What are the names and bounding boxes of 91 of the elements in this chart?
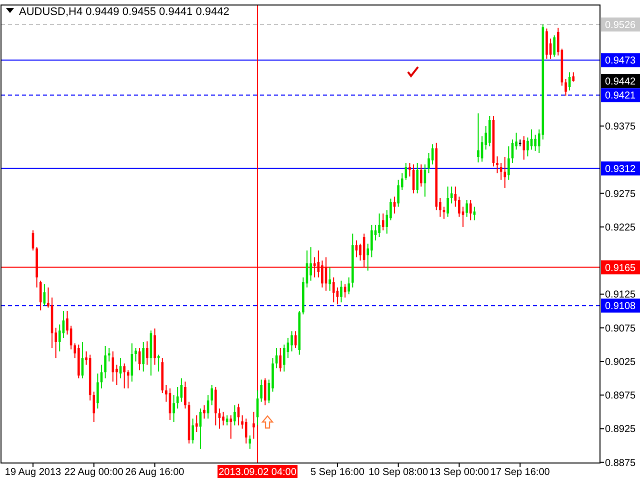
candlestick <box>382 212 384 231</box>
candlestick <box>104 345 106 379</box>
candlestick <box>237 403 240 426</box>
ref-line-label: 0.9108 <box>605 301 636 312</box>
candlestick <box>172 394 175 422</box>
candlestick <box>58 324 61 352</box>
candlestick <box>534 134 536 152</box>
candlestick <box>146 340 148 366</box>
y-tick-label: 0.9375 <box>605 122 636 133</box>
candlestick <box>134 347 137 362</box>
ref-line-label: 0.9165 <box>605 262 636 274</box>
candlestick <box>214 386 217 426</box>
candlestick <box>176 386 179 410</box>
chart-title: AUDUSD,H4 0.9449 0.9455 0.9441 0.9442 <box>19 6 230 18</box>
candlestick <box>473 206 476 221</box>
candlestick <box>252 411 255 440</box>
candlestick <box>504 156 506 188</box>
ref-line-label: 0.9421 <box>605 90 636 102</box>
candlestick <box>192 418 194 444</box>
candlestick <box>348 276 350 295</box>
y-tick-label: 0.8925 <box>605 424 636 436</box>
x-tick-label: 22 Aug 00:00 <box>64 467 124 478</box>
y-tick-label: 0.9275 <box>605 188 636 200</box>
candlestick <box>290 330 293 352</box>
x-tick-label: 26 Aug 16:00 <box>125 467 185 478</box>
candlestick <box>279 347 282 372</box>
x-tick-label: 2013.09.02 04:00 <box>218 467 297 478</box>
y-tick-label: 0.8975 <box>605 390 636 402</box>
candlestick <box>154 328 156 366</box>
x-tick-label: 13 Sep 00:00 <box>429 467 490 478</box>
candlestick <box>332 276 335 303</box>
candlestick <box>393 196 396 214</box>
candlestick <box>142 341 145 372</box>
candlestick <box>100 364 103 389</box>
candlestick <box>408 162 411 177</box>
candlestick <box>294 330 297 348</box>
candlestick <box>260 379 262 402</box>
candlestick <box>39 280 42 311</box>
candlestick <box>210 384 214 406</box>
y-tick-label: 0.8875 <box>605 458 636 469</box>
candlestick <box>458 196 460 218</box>
candlestick <box>226 414 228 426</box>
candlestick <box>230 414 232 440</box>
candlestick <box>184 381 186 410</box>
candlestick <box>526 136 529 157</box>
candlestick <box>126 370 130 389</box>
candlestick <box>522 136 526 160</box>
y-tick-label: 0.9225 <box>605 222 636 234</box>
candlestick <box>428 152 430 174</box>
candlestick <box>264 378 266 406</box>
candlestick <box>508 146 510 180</box>
candlestick <box>96 373 99 410</box>
candlestick <box>123 362 126 389</box>
ref-line-label: 0.9312 <box>605 164 636 175</box>
candlestick <box>477 112 480 163</box>
candlestick <box>310 246 312 282</box>
candlestick <box>553 34 556 58</box>
candlestick <box>488 115 491 147</box>
text: 0.9442 <box>605 76 636 88</box>
candlestick <box>466 200 468 218</box>
ref-line-label: 0.9473 <box>605 56 636 67</box>
candlestick <box>416 162 418 194</box>
candlestick <box>244 418 248 444</box>
x-tick-label: 5 Sep 16:00 <box>310 467 365 478</box>
candlestick <box>378 212 380 238</box>
candlestick <box>564 78 567 96</box>
candlestick <box>397 179 400 208</box>
candlestick <box>469 200 472 221</box>
x-tick-label: 17 Sep 16:00 <box>490 467 550 478</box>
candlestick <box>218 408 221 430</box>
candlestick <box>446 186 449 218</box>
candlestick <box>572 72 575 82</box>
x-tick-label: 19 Aug 2013 <box>4 467 62 478</box>
y-tick-label: 0.9025 <box>605 356 636 368</box>
y-tick-label: 0.9075 <box>605 323 636 334</box>
candlestick <box>328 266 331 292</box>
candlestick <box>92 391 96 422</box>
candlestick <box>203 404 206 420</box>
candlestick <box>222 411 224 426</box>
candlestick <box>195 414 198 433</box>
candlestick <box>420 164 422 188</box>
candlestick <box>283 344 286 372</box>
candlestick <box>496 156 498 174</box>
candlestick <box>546 28 548 60</box>
candlestick <box>500 162 502 180</box>
candlestick <box>340 280 342 303</box>
candlestick <box>370 224 373 258</box>
candlestick <box>234 404 236 426</box>
x-tick-label: 10 Sep 08:00 <box>368 467 428 478</box>
y-tick-label: 0.9125 <box>605 290 636 301</box>
candlestick <box>108 347 110 362</box>
